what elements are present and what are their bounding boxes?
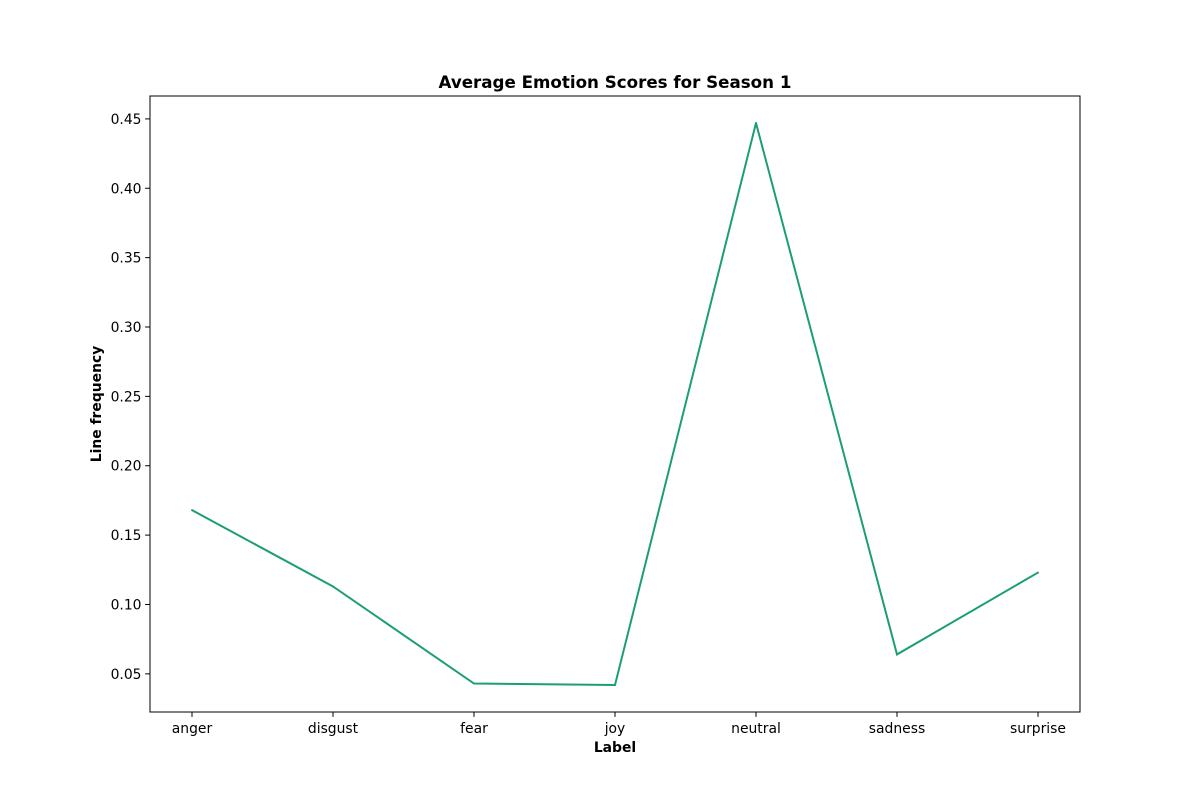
data-point-joy xyxy=(614,683,616,686)
x-tick-label-joy: joy xyxy=(604,721,626,737)
x-axis-ticks: anger disgust fear joy neutral sadness surpris… xyxy=(172,712,1066,737)
y-tick-label: 0.40 xyxy=(111,181,142,197)
y-tick-label: 0.25 xyxy=(111,389,142,405)
plot-area-frame xyxy=(149,95,1081,713)
x-tick-label-sadness: sadness xyxy=(869,721,925,737)
y-tick-label: 0.10 xyxy=(111,597,142,613)
data-point-anger xyxy=(191,509,193,512)
x-tick-label-neutral: neutral xyxy=(731,721,781,737)
y-tick-label: 0.30 xyxy=(111,320,142,336)
x-tick-label-surprise: surprise xyxy=(1010,721,1066,737)
chart-title: Average Emotion Scores for Season 1 xyxy=(439,72,792,92)
y-tick-label: 0.20 xyxy=(111,459,142,475)
data-point-fear xyxy=(473,682,475,685)
x-tick-label-fear: fear xyxy=(460,721,488,737)
y-tick-label: 0.35 xyxy=(111,251,142,267)
data-point-surprise xyxy=(1037,571,1039,574)
y-tick-label: 0.05 xyxy=(111,667,142,683)
data-point-disgust xyxy=(332,585,334,588)
series-layer xyxy=(191,122,1039,686)
y-axis-ticks: 0.05 0.10 0.15 0.20 0.25 0.30 0.35 0.40 0.45 xyxy=(111,112,150,683)
y-tick-label: 0.15 xyxy=(111,528,142,544)
x-tick-label-disgust: disgust xyxy=(308,721,359,737)
x-tick-label-anger: anger xyxy=(172,721,213,737)
x-axis-title: Label xyxy=(594,740,636,756)
data-point-neutral xyxy=(755,122,757,125)
y-axis-title: Line frequency xyxy=(89,346,105,463)
y-tick-label: 0.45 xyxy=(111,112,142,128)
data-point-sadness xyxy=(896,653,898,656)
